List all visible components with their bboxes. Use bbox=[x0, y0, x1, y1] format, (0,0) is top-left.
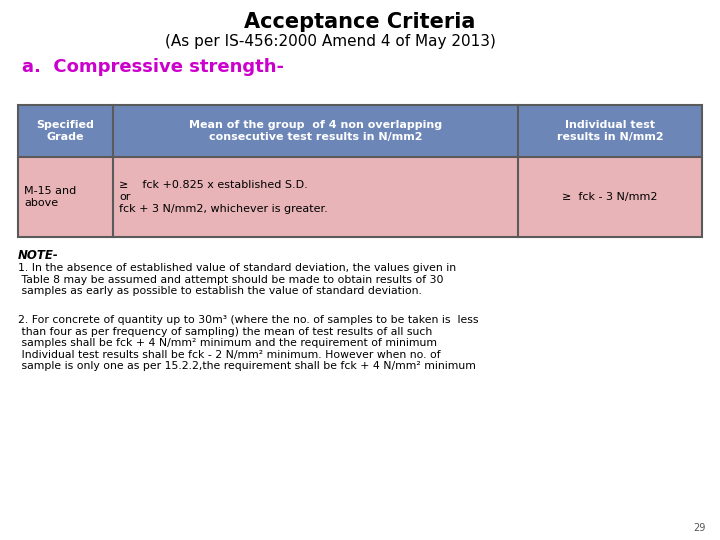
Bar bbox=[18, 105, 702, 237]
Text: NOTE-: NOTE- bbox=[18, 249, 59, 262]
Bar bbox=[18, 157, 702, 237]
Text: Specified
Grade: Specified Grade bbox=[37, 120, 94, 142]
Text: (As per IS-456:2000 Amend 4 of May 2013): (As per IS-456:2000 Amend 4 of May 2013) bbox=[165, 34, 495, 49]
Text: Mean of the group  of 4 non overlapping
consecutive test results in N/mm2: Mean of the group of 4 non overlapping c… bbox=[189, 120, 442, 142]
Text: Individual test
results in N/mm2: Individual test results in N/mm2 bbox=[557, 120, 663, 142]
Text: ≥    fck +0.825 x established S.D.
or
fck + 3 N/mm2, whichever is greater.: ≥ fck +0.825 x established S.D. or fck +… bbox=[119, 180, 328, 214]
Text: ≥  fck - 3 N/mm2: ≥ fck - 3 N/mm2 bbox=[562, 192, 658, 202]
Text: 2. For concrete of quantity up to 30m³ (where the no. of samples to be taken is : 2. For concrete of quantity up to 30m³ (… bbox=[18, 315, 479, 372]
Bar bbox=[18, 105, 702, 237]
Text: M-15 and
above: M-15 and above bbox=[24, 186, 76, 208]
Text: 29: 29 bbox=[693, 523, 706, 533]
Text: a.  Compressive strength-: a. Compressive strength- bbox=[22, 58, 284, 76]
Text: Acceptance Criteria: Acceptance Criteria bbox=[244, 12, 476, 32]
Text: 1. In the absence of established value of standard deviation, the values given i: 1. In the absence of established value o… bbox=[18, 263, 456, 296]
